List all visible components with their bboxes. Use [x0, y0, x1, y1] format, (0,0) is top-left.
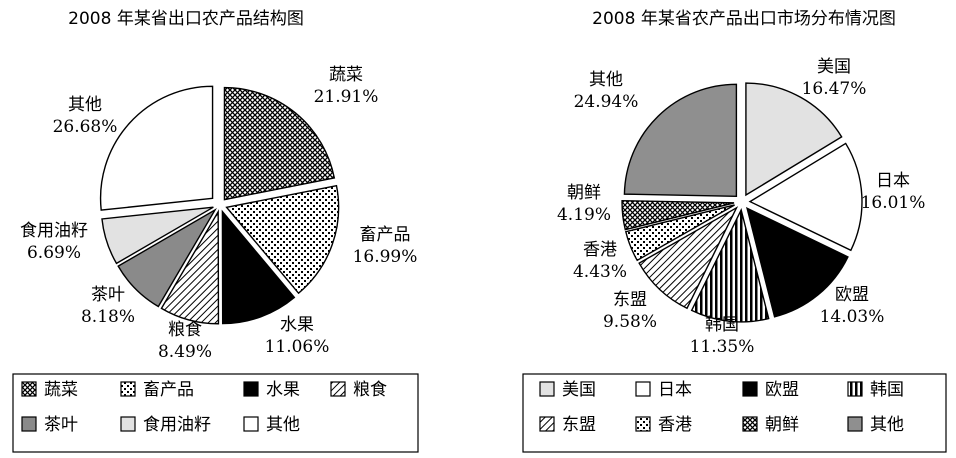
legend-label-朝鲜: 朝鲜: [765, 415, 799, 435]
slice-value-朝鲜: 4.19%: [557, 205, 611, 225]
slice-label-东盟: 东盟: [613, 290, 647, 310]
slice-value-香港: 4.43%: [573, 262, 627, 282]
slice-label-韩国: 韩国: [705, 315, 739, 335]
legend-label-欧盟: 欧盟: [765, 380, 799, 400]
slice-label-食用油籽: 食用油籽: [20, 221, 88, 241]
legend-swatch-水果: [243, 381, 259, 397]
pie-slice-欧盟: [746, 206, 849, 318]
pie-slice-韩国: [690, 207, 770, 323]
pie-slice-美国: [745, 82, 843, 197]
pie-slice-食用油籽: [101, 206, 214, 265]
legend-label-其他: 其他: [870, 415, 904, 435]
pie-chart-1: 2008 年某省出口农产品结构图蔬菜21.91%畜产品16.99%水果11.06…: [12, 9, 419, 453]
slice-value-蔬菜: 21.91%: [314, 87, 379, 107]
legend-swatch-韩国: [847, 381, 863, 397]
pie-slice-其他: [623, 83, 738, 198]
pie-slice-香港: [624, 204, 735, 262]
pie-slice-日本: [748, 142, 863, 252]
slice-value-美国: 16.47%: [802, 79, 867, 99]
slice-value-水果: 11.06%: [265, 337, 330, 357]
slice-label-茶叶: 茶叶: [91, 285, 125, 305]
chart-title: 2008 年某省农产品出口市场分布情况图: [592, 9, 896, 29]
slice-value-其他: 26.68%: [53, 117, 118, 137]
legend-label-香港: 香港: [658, 415, 692, 435]
slice-label-畜产品: 畜产品: [360, 225, 411, 245]
slice-label-朝鲜: 朝鲜: [567, 183, 601, 203]
legend-swatch-欧盟: [742, 381, 758, 397]
legend-label-东盟: 东盟: [562, 415, 596, 435]
legend-frame: [12, 373, 419, 453]
slice-value-东盟: 9.58%: [603, 312, 657, 332]
legend-swatch-朝鲜: [742, 416, 758, 432]
legend-label-日本: 日本: [658, 380, 692, 400]
legend-swatch-东盟: [539, 416, 555, 432]
pie-slice-粮食: [160, 209, 220, 325]
legend-swatch-日本: [635, 381, 651, 397]
slice-value-食用油籽: 6.69%: [27, 243, 81, 263]
slice-label-其他: 其他: [68, 95, 102, 115]
chart-title: 2008 年某省出口农产品结构图: [68, 9, 304, 29]
slice-value-粮食: 8.49%: [158, 342, 212, 362]
slice-value-畜产品: 16.99%: [353, 247, 418, 267]
legend-swatch-食用油籽: [120, 416, 136, 432]
legend-label-蔬菜: 蔬菜: [44, 380, 78, 400]
slice-label-蔬菜: 蔬菜: [329, 65, 363, 85]
slice-label-其他: 其他: [589, 70, 623, 90]
legend-swatch-其他: [847, 416, 863, 432]
legend-label-水果: 水果: [266, 380, 300, 400]
legend-swatch-香港: [635, 416, 651, 432]
slice-value-欧盟: 14.03%: [820, 307, 885, 327]
pie-slice-水果: [221, 209, 296, 325]
legend-swatch-美国: [539, 381, 555, 397]
slice-label-日本: 日本: [876, 171, 910, 191]
slice-value-其他: 24.94%: [574, 92, 639, 112]
legend-label-粮食: 粮食: [353, 380, 387, 400]
pie-chart-2: 2008 年某省农产品出口市场分布情况图美国16.47%日本16.01%欧盟14…: [522, 9, 947, 453]
pie-slice-茶叶: [117, 207, 217, 308]
legend-label-其他: 其他: [266, 415, 300, 435]
legend-swatch-畜产品: [120, 381, 136, 397]
legend-label-畜产品: 畜产品: [143, 380, 194, 400]
slice-label-欧盟: 欧盟: [835, 285, 869, 305]
slice-label-美国: 美国: [817, 57, 851, 77]
pie-slice-东盟: [638, 206, 739, 310]
legend-swatch-粮食: [330, 381, 346, 397]
legend-label-食用油籽: 食用油籽: [143, 415, 211, 435]
legend-label-茶叶: 茶叶: [44, 415, 78, 435]
legend-label-韩国: 韩国: [870, 380, 904, 400]
slice-value-茶叶: 8.18%: [81, 307, 135, 327]
legend-frame: [522, 373, 947, 453]
slice-value-韩国: 11.35%: [690, 337, 755, 357]
slice-label-粮食: 粮食: [168, 320, 202, 340]
legend-swatch-茶叶: [21, 416, 37, 432]
slice-label-香港: 香港: [583, 240, 617, 260]
slice-value-日本: 16.01%: [861, 193, 926, 213]
slice-label-水果: 水果: [280, 315, 314, 335]
pie-slice-畜产品: [225, 184, 340, 295]
legend-swatch-蔬菜: [21, 381, 37, 397]
pie-slice-朝鲜: [621, 200, 735, 231]
pie-slice-蔬菜: [223, 86, 336, 201]
legend-swatch-其他: [243, 416, 259, 432]
pie-slice-其他: [99, 85, 214, 211]
legend-label-美国: 美国: [562, 380, 596, 400]
